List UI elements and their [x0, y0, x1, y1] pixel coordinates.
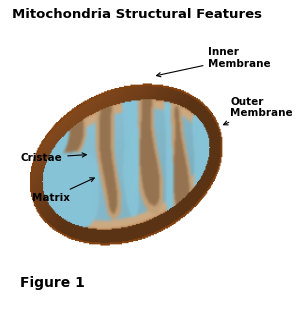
Text: Matrix: Matrix — [32, 178, 94, 203]
Text: Cristae: Cristae — [20, 153, 86, 163]
Text: Mitochondria Structural Features: Mitochondria Structural Features — [12, 8, 262, 21]
Text: Inner
Membrane: Inner Membrane — [157, 47, 271, 77]
Text: Outer
Membrane: Outer Membrane — [223, 97, 293, 125]
Text: Figure 1: Figure 1 — [20, 276, 85, 290]
